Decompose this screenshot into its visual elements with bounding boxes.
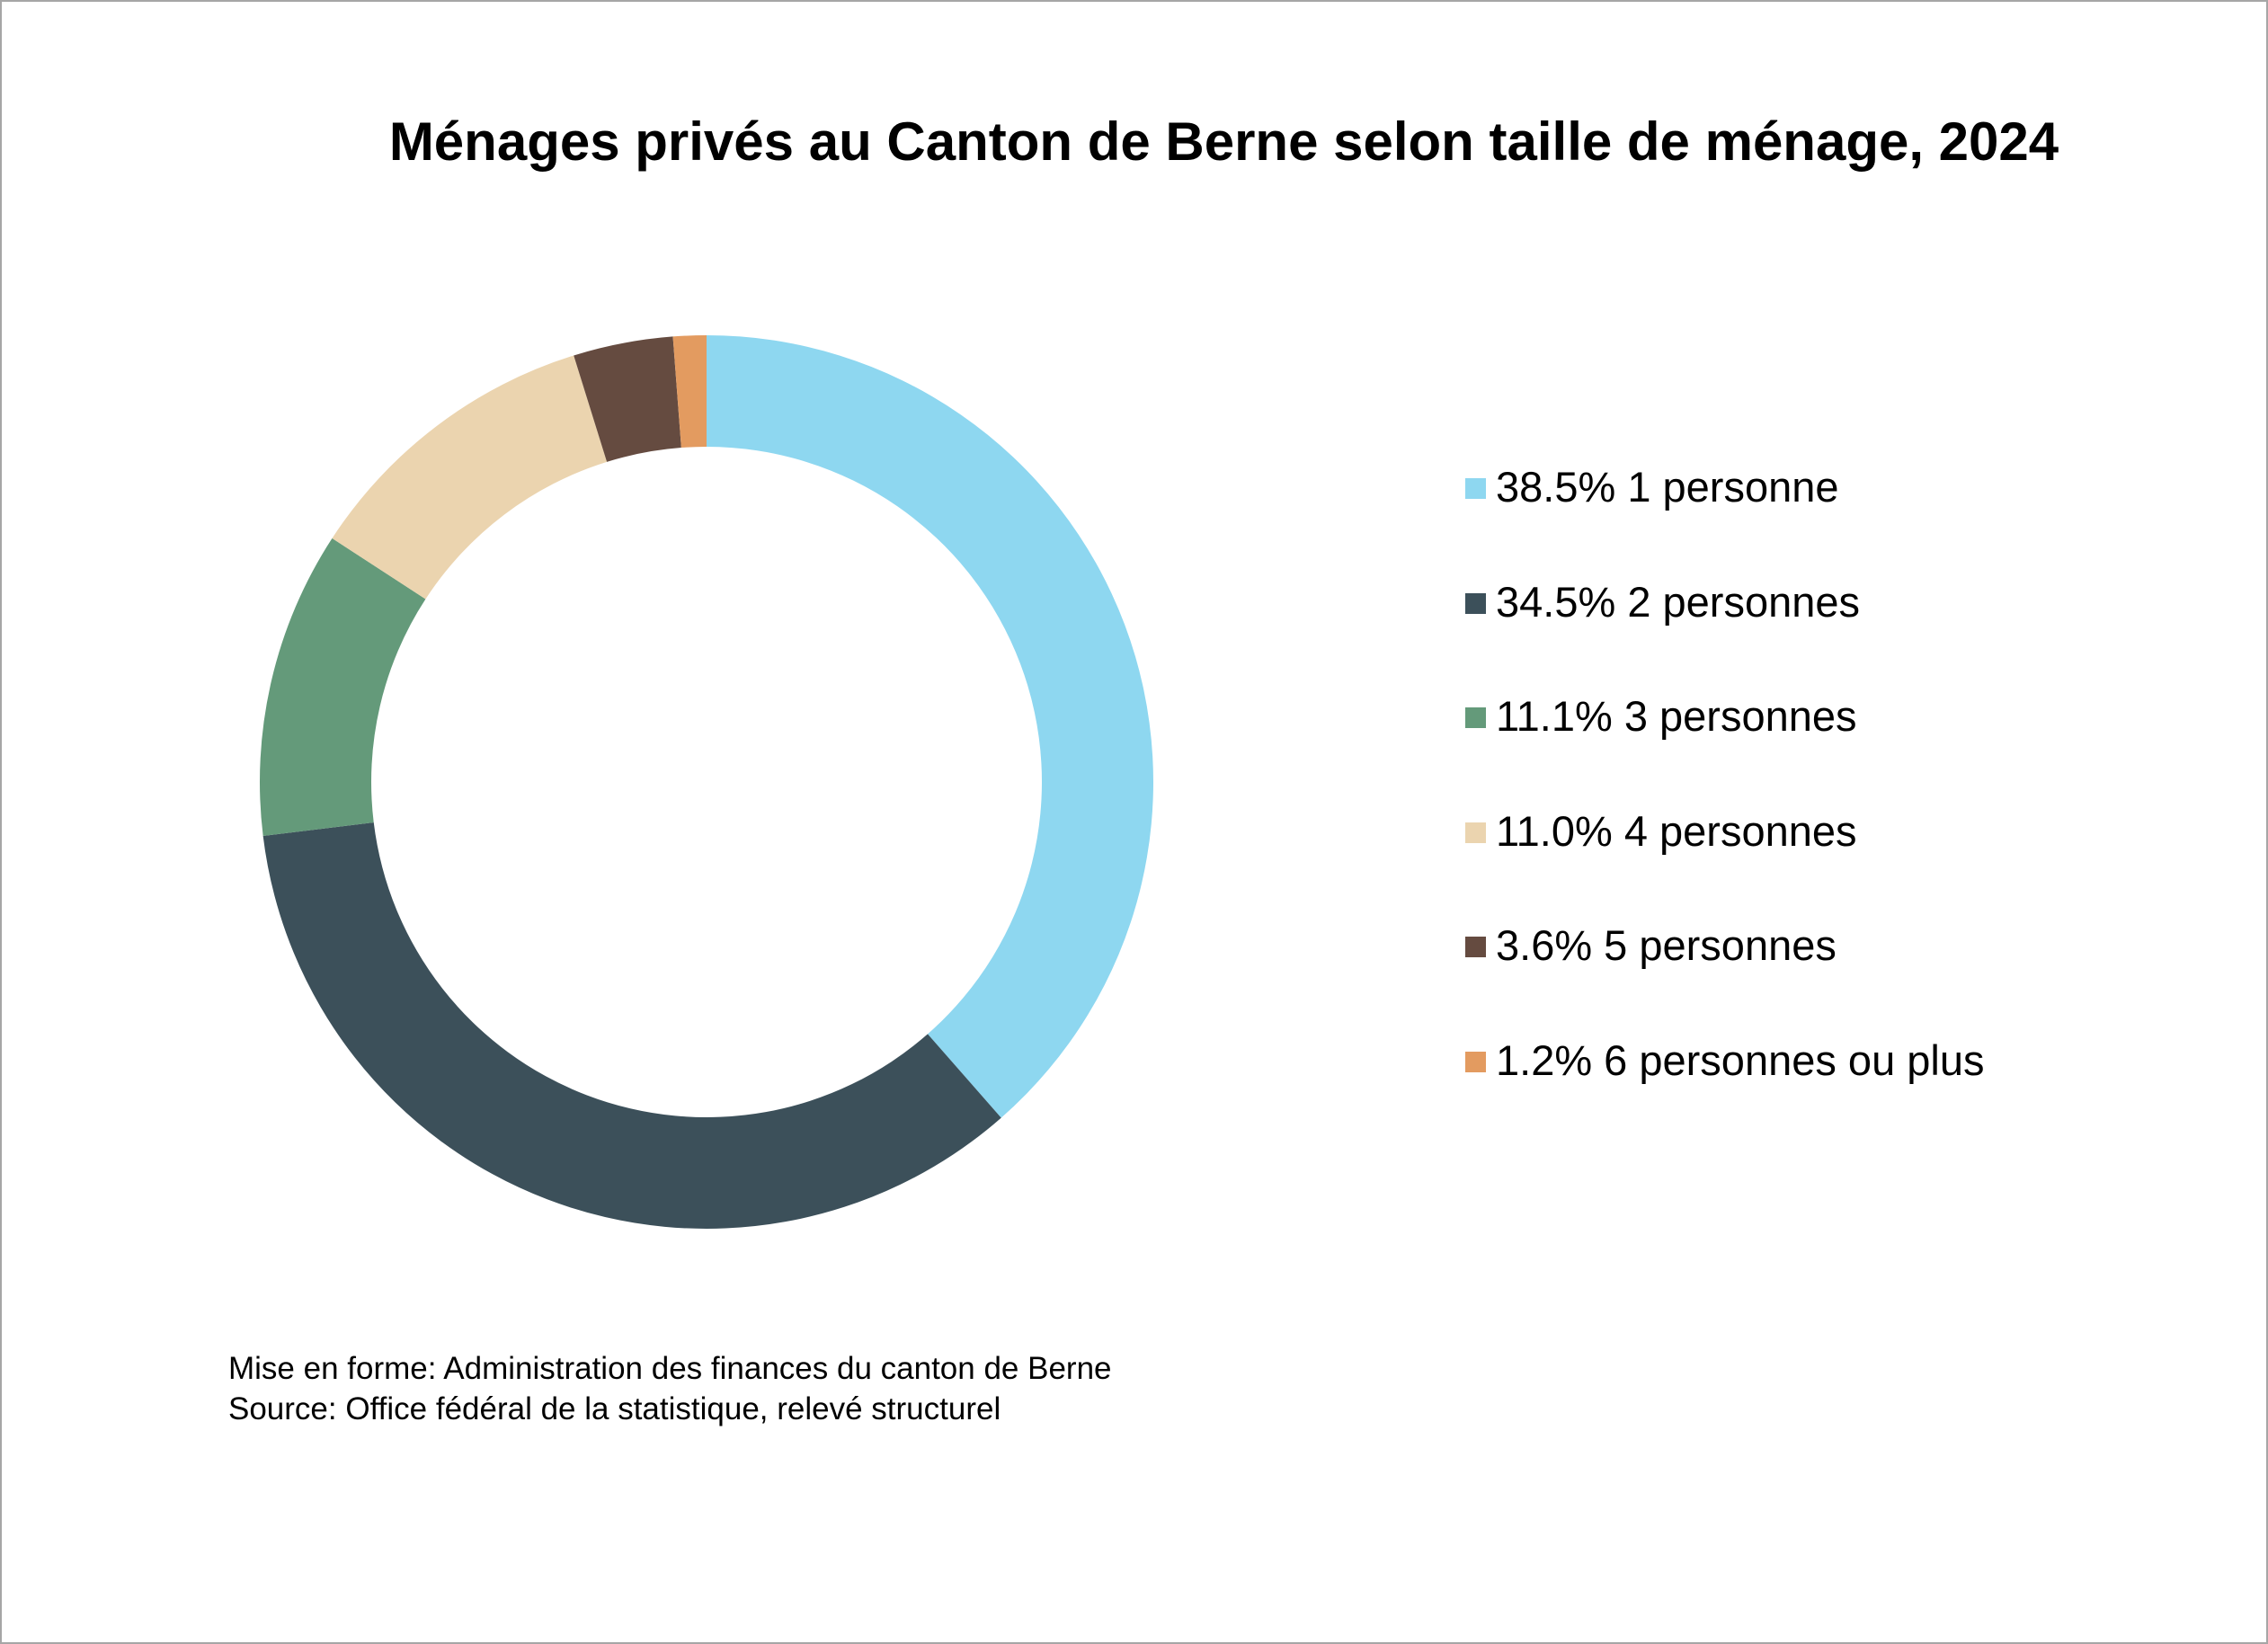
legend-label: 38.5% 1 personne	[1496, 463, 1839, 511]
footer-source: Source: Office fédéral de la statistique…	[228, 1391, 1001, 1426]
legend-swatch	[1465, 1051, 1486, 1072]
legend-swatch	[1465, 478, 1486, 499]
chart-footer: Mise en forme: Administration des financ…	[228, 1348, 1112, 1429]
donut-slice-1	[707, 335, 1153, 1118]
legend-swatch	[1465, 592, 1486, 614]
legend-label: 1.2% 6 personnes ou plus	[1496, 1035, 1985, 1084]
chart-title: Ménages privés au Canton de Berne selon …	[388, 111, 2059, 172]
legend-label: 11.0% 4 personnes	[1496, 806, 1857, 855]
legend-swatch	[1465, 822, 1486, 843]
legend-label: 3.6% 5 personnes	[1496, 921, 1837, 969]
legend-swatch	[1465, 937, 1486, 957]
footer-credit: Mise en forme: Administration des financ…	[228, 1351, 1112, 1386]
donut-slice-3	[259, 538, 426, 837]
donut-slice-5	[574, 336, 681, 462]
donut-slice-6	[672, 335, 707, 449]
legend-swatch	[1465, 707, 1486, 728]
donut-slice-4	[332, 355, 608, 600]
legend-label: 34.5% 2 personnes	[1496, 577, 1861, 626]
donut-slice-2	[262, 822, 1001, 1230]
legend-label: 11.1% 3 personnes	[1496, 692, 1857, 740]
